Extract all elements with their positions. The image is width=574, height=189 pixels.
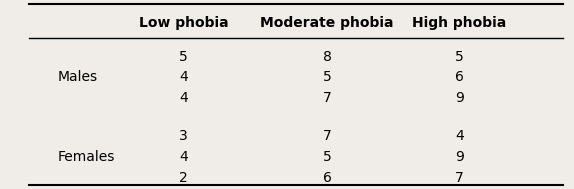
Text: 4: 4 <box>179 91 188 105</box>
Text: 4: 4 <box>179 150 188 164</box>
Text: 4: 4 <box>455 129 464 143</box>
Text: Low phobia: Low phobia <box>139 16 228 30</box>
Text: 5: 5 <box>323 150 332 164</box>
Text: 9: 9 <box>455 91 464 105</box>
Text: 5: 5 <box>323 70 332 84</box>
Text: 5: 5 <box>179 50 188 64</box>
Text: 3: 3 <box>179 129 188 143</box>
Text: 8: 8 <box>323 50 332 64</box>
Text: 9: 9 <box>455 150 464 164</box>
Text: 6: 6 <box>455 70 464 84</box>
Text: 7: 7 <box>455 171 464 185</box>
Text: 4: 4 <box>179 70 188 84</box>
Text: 7: 7 <box>323 129 332 143</box>
Text: 2: 2 <box>179 171 188 185</box>
Text: 7: 7 <box>323 91 332 105</box>
Text: Females: Females <box>57 150 115 164</box>
Text: Moderate phobia: Moderate phobia <box>261 16 394 30</box>
Text: High phobia: High phobia <box>412 16 506 30</box>
Text: Males: Males <box>57 70 98 84</box>
Text: 5: 5 <box>455 50 464 64</box>
Text: 6: 6 <box>323 171 332 185</box>
